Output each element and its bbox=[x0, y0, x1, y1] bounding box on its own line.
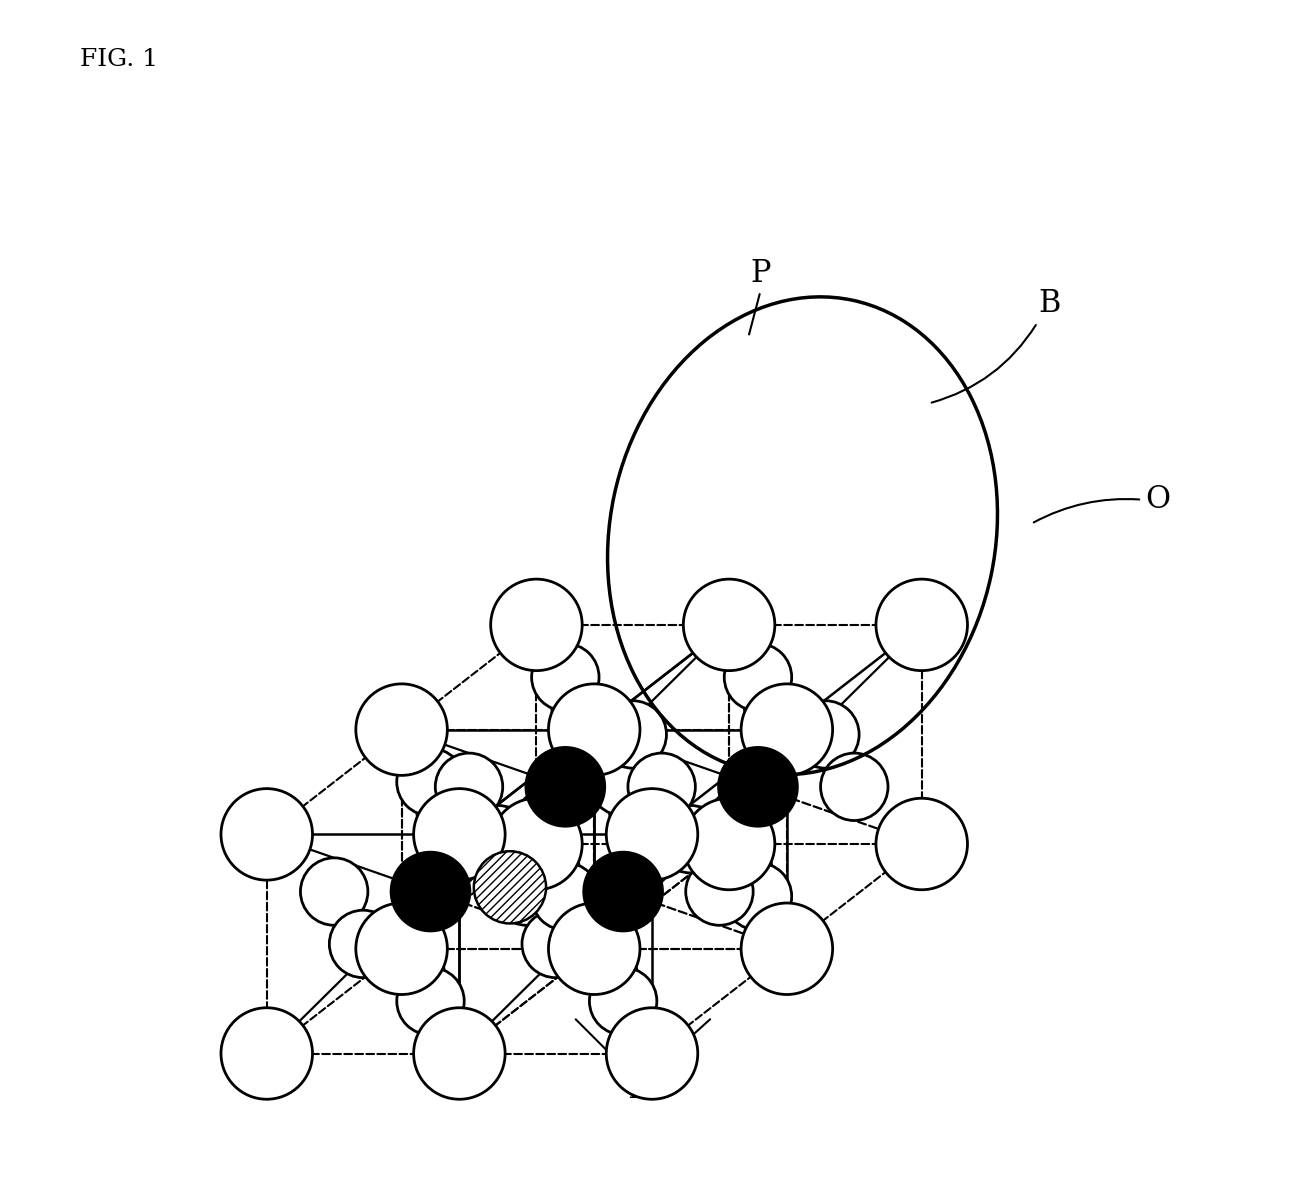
Circle shape bbox=[584, 852, 663, 932]
Circle shape bbox=[683, 798, 775, 890]
Circle shape bbox=[531, 862, 599, 929]
Circle shape bbox=[491, 798, 583, 890]
Circle shape bbox=[876, 579, 968, 671]
Circle shape bbox=[876, 798, 968, 890]
Circle shape bbox=[526, 746, 605, 826]
Circle shape bbox=[390, 852, 470, 932]
Circle shape bbox=[464, 805, 531, 873]
Circle shape bbox=[221, 1008, 313, 1099]
Circle shape bbox=[628, 754, 695, 821]
Circle shape bbox=[742, 903, 832, 995]
Circle shape bbox=[656, 805, 725, 873]
Circle shape bbox=[549, 903, 640, 995]
Circle shape bbox=[435, 754, 503, 821]
Circle shape bbox=[589, 968, 656, 1035]
Circle shape bbox=[606, 1008, 698, 1099]
Circle shape bbox=[413, 1008, 505, 1099]
Circle shape bbox=[686, 857, 753, 925]
Circle shape bbox=[820, 754, 888, 821]
Text: B: B bbox=[1039, 288, 1061, 319]
Circle shape bbox=[397, 968, 464, 1035]
Circle shape bbox=[718, 746, 797, 826]
Circle shape bbox=[589, 749, 656, 816]
Circle shape bbox=[683, 579, 775, 671]
Circle shape bbox=[725, 862, 792, 929]
Text: P: P bbox=[751, 258, 770, 289]
Circle shape bbox=[355, 684, 447, 775]
Circle shape bbox=[494, 857, 561, 925]
Circle shape bbox=[742, 684, 832, 775]
Circle shape bbox=[599, 701, 667, 768]
Circle shape bbox=[792, 701, 859, 768]
Circle shape bbox=[413, 789, 505, 880]
Circle shape bbox=[474, 851, 547, 923]
Circle shape bbox=[221, 789, 313, 880]
Circle shape bbox=[549, 684, 640, 775]
Circle shape bbox=[397, 749, 464, 816]
Circle shape bbox=[301, 857, 368, 925]
Circle shape bbox=[522, 910, 589, 978]
Circle shape bbox=[606, 789, 698, 880]
Circle shape bbox=[491, 579, 583, 671]
Text: O: O bbox=[1145, 484, 1171, 515]
Circle shape bbox=[725, 643, 792, 710]
Circle shape bbox=[531, 643, 599, 710]
Text: FIG. 1: FIG. 1 bbox=[80, 48, 158, 71]
Circle shape bbox=[355, 903, 447, 995]
Circle shape bbox=[329, 910, 397, 978]
Text: A: A bbox=[629, 1074, 651, 1105]
